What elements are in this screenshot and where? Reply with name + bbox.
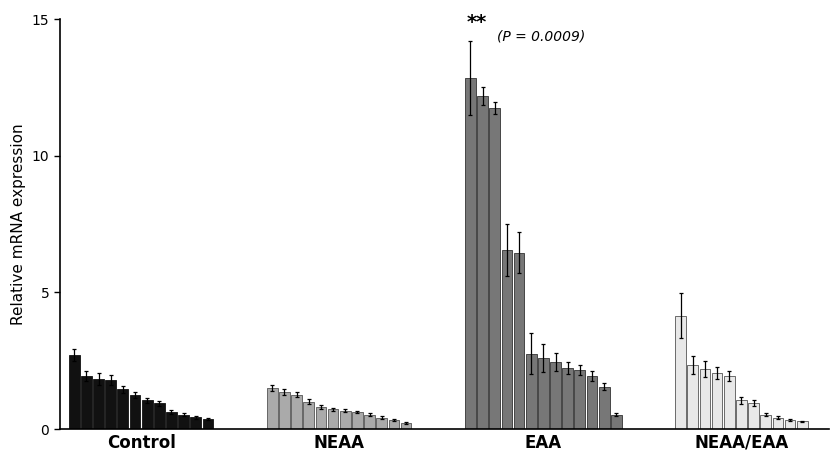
Bar xyxy=(81,376,92,429)
Bar xyxy=(526,354,537,429)
Bar xyxy=(711,373,722,429)
Bar xyxy=(142,400,153,429)
Bar xyxy=(562,368,573,429)
Bar xyxy=(611,415,622,429)
Bar xyxy=(700,369,711,429)
Bar xyxy=(129,395,140,429)
Bar xyxy=(550,362,561,429)
Bar xyxy=(316,407,326,429)
Bar xyxy=(773,418,783,429)
Bar xyxy=(166,412,177,429)
Bar xyxy=(352,412,363,429)
Text: (P = 0.0009): (P = 0.0009) xyxy=(497,30,585,44)
Bar xyxy=(760,415,771,429)
Bar xyxy=(118,389,129,429)
Bar xyxy=(105,380,116,429)
Bar xyxy=(575,370,585,429)
Bar xyxy=(599,387,610,429)
Bar xyxy=(267,388,278,429)
Bar xyxy=(538,358,549,429)
Bar xyxy=(303,402,314,429)
Bar xyxy=(477,96,488,429)
Bar xyxy=(154,403,165,429)
Text: **: ** xyxy=(466,13,486,31)
Bar xyxy=(736,400,747,429)
Bar xyxy=(724,376,735,429)
Bar xyxy=(365,415,375,429)
Bar xyxy=(490,108,500,429)
Bar xyxy=(328,409,339,429)
Bar xyxy=(376,418,387,429)
Bar xyxy=(785,420,795,429)
Bar xyxy=(465,78,475,429)
Bar xyxy=(514,253,524,429)
Bar xyxy=(687,365,698,429)
Bar xyxy=(340,411,350,429)
Bar xyxy=(389,420,399,429)
Bar xyxy=(202,419,213,429)
Bar xyxy=(291,395,302,429)
Bar xyxy=(69,355,80,429)
Bar xyxy=(797,421,807,429)
Bar xyxy=(586,376,597,429)
Bar xyxy=(675,316,686,429)
Bar xyxy=(93,379,104,429)
Bar xyxy=(401,423,412,429)
Bar xyxy=(178,415,189,429)
Bar xyxy=(748,403,759,429)
Y-axis label: Relative mRNA expression: Relative mRNA expression xyxy=(11,124,26,325)
Bar xyxy=(191,417,201,429)
Bar xyxy=(501,250,512,429)
Bar xyxy=(279,392,290,429)
